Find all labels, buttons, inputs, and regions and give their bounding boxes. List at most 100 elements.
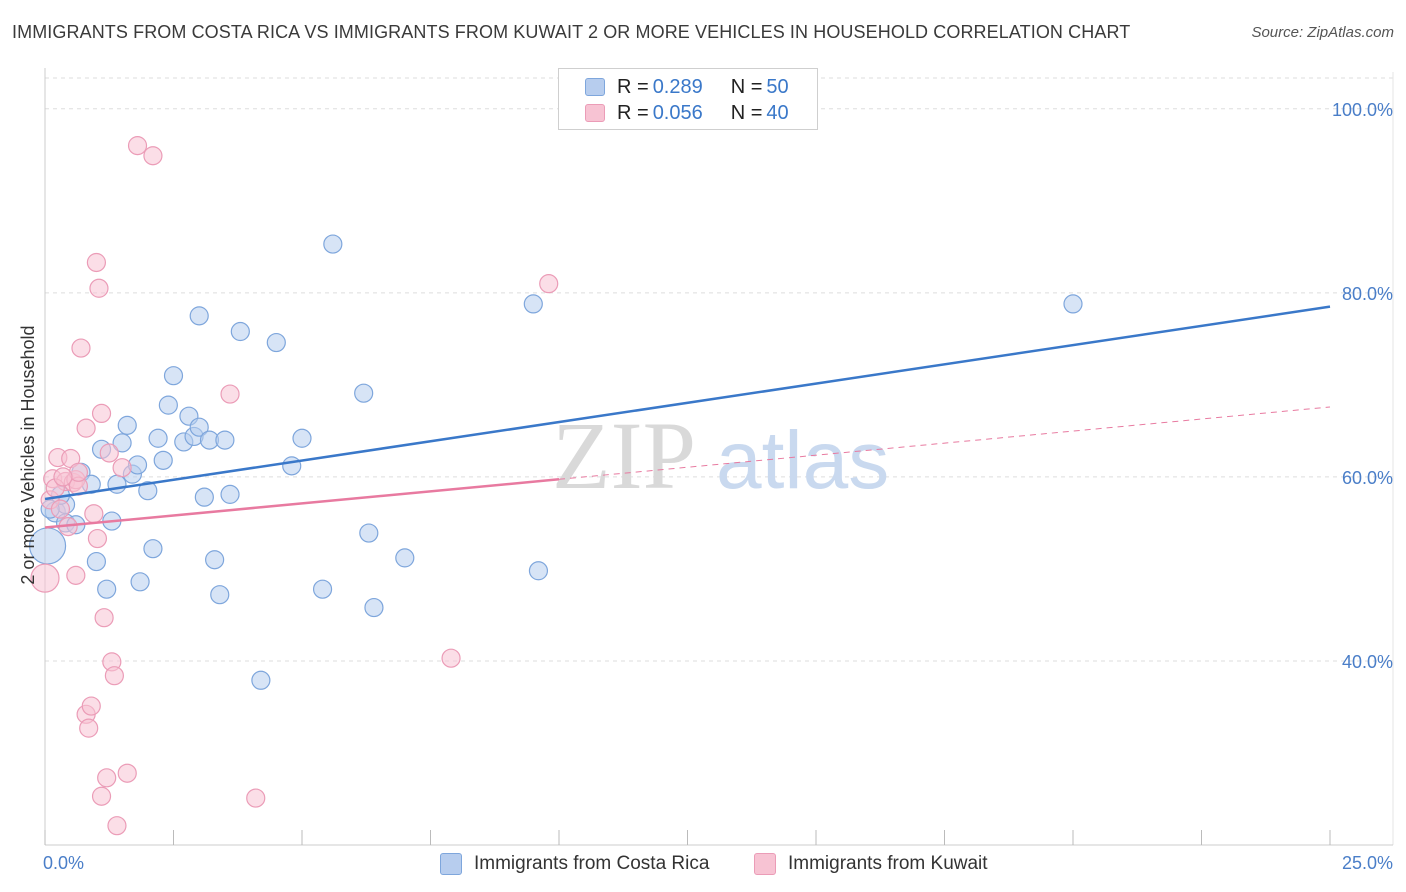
kuwait-point [91, 403, 112, 424]
costa-rica-point [528, 561, 549, 581]
kuwait-point [71, 338, 91, 358]
costa-rica-point [312, 579, 333, 599]
costa-rica-point [117, 415, 137, 435]
kuwait-point [107, 816, 127, 836]
legend-r-label: R = [617, 75, 649, 98]
costa-rica-point [359, 523, 379, 543]
watermark: ZIP atlas [552, 402, 889, 509]
costa-rica-point [266, 332, 286, 353]
y-tick-label: 100.0% [1332, 100, 1393, 120]
legend-n-label: N = [730, 75, 763, 98]
costa-rica-point [215, 430, 235, 450]
costa-rica-point [282, 456, 302, 476]
watermark-zip: ZIP [552, 402, 696, 509]
costa-rica-point [251, 670, 271, 690]
data-points [28, 136, 1083, 836]
series-swatch-pink [754, 853, 776, 875]
costa-rica-point [158, 395, 178, 415]
costa-rica-point [230, 321, 250, 342]
x-tick-label: 0.0% [43, 853, 84, 873]
kuwait-point [91, 786, 112, 806]
correlation-legend: R = 0.289 N = 50 R = 0.056 N = 40 [558, 68, 818, 130]
legend-r-value: 0.289 [652, 75, 703, 98]
kuwait-point [66, 565, 86, 585]
tick-labels: 40.0% 60.0% 80.0% 100.0% 0.0% 25.0% [43, 100, 1393, 873]
series-label: Immigrants from Kuwait [788, 853, 988, 874]
y-tick-label: 40.0% [1342, 652, 1393, 672]
y-tick-label: 80.0% [1342, 284, 1393, 304]
grid-lines [45, 72, 1394, 845]
costa-rica-point [107, 474, 127, 494]
legend-swatch-pink [585, 104, 605, 122]
costa-rica-point [194, 487, 214, 507]
costa-rica-point [364, 597, 384, 618]
watermark-atlas: atlas [716, 415, 889, 506]
costa-rica-point [130, 572, 150, 592]
kuwait-point [53, 467, 73, 487]
kuwait-point [79, 718, 99, 738]
kuwait-point [143, 146, 163, 166]
costa-rica-point [210, 585, 230, 605]
kuwait-point [89, 278, 109, 298]
costa-rica-point [354, 383, 374, 403]
kuwait-point [246, 788, 266, 808]
costa-rica-point [189, 306, 209, 326]
kuwait-point [50, 499, 71, 519]
series-label: Immigrants from Costa Rica [474, 853, 710, 874]
legend-swatch-blue [585, 78, 605, 96]
legend-row-kuwait: R = 0.056 N = 40 [585, 101, 789, 125]
kuwait-point [84, 504, 104, 524]
kuwait-point [86, 252, 107, 273]
costa-rica-point [148, 428, 168, 448]
costa-rica-point [86, 551, 107, 572]
kuwait-point [76, 418, 96, 438]
costa-rica-point [292, 428, 312, 448]
legend-n-value: 50 [766, 75, 789, 98]
costa-rica-point [143, 539, 163, 559]
source-label: Source: ZipAtlas.com [1251, 24, 1394, 41]
series-swatch-blue [440, 853, 462, 875]
kuwait-point [112, 458, 132, 478]
kuwait-point [99, 443, 119, 463]
costa-rica-point [163, 366, 184, 386]
costa-rica-point [153, 450, 173, 470]
kuwait-point [117, 763, 137, 783]
costa-rica-point [189, 417, 209, 437]
costa-rica-point [97, 579, 117, 599]
kuwait-point [87, 528, 108, 549]
costa-rica-trend-line [44, 305, 1331, 501]
legend-n-value: 40 [766, 101, 789, 124]
kuwait-point [94, 608, 114, 628]
series-legend-kuwait: Immigrants from Kuwait [754, 851, 988, 877]
costa-rica-point [220, 484, 240, 504]
chart-title: IMMIGRANTS FROM COSTA RICA VS IMMIGRANTS… [12, 22, 1131, 42]
costa-rica-point [112, 433, 132, 453]
y-tick-label: 60.0% [1342, 468, 1393, 488]
costa-rica-point [1063, 294, 1083, 314]
series-legend-costa-rica: Immigrants from Costa Rica [440, 851, 709, 877]
kuwait-point [81, 696, 101, 716]
legend-n-label: N = [730, 101, 763, 124]
kuwait-trend-extension [558, 406, 1331, 480]
costa-rica-point [205, 550, 225, 570]
trend-lines [44, 305, 1331, 529]
costa-rica-point [523, 294, 543, 314]
kuwait-point [127, 136, 148, 156]
axes [44, 68, 1393, 846]
legend-r-label: R = [617, 101, 649, 124]
kuwait-point [441, 648, 461, 668]
costa-rica-point [138, 481, 158, 501]
legend-row-costa-rica: R = 0.289 N = 50 [585, 75, 789, 99]
kuwait-point [97, 768, 117, 788]
kuwait-trend-line [44, 478, 560, 529]
costa-rica-point [323, 234, 343, 254]
costa-rica-point [395, 548, 415, 568]
kuwait-point [220, 384, 240, 404]
y-axis-label: 2 or more Vehicles in Household [18, 325, 38, 584]
kuwait-point [539, 274, 559, 294]
legend-r-value: 0.056 [652, 101, 703, 124]
kuwait-point [104, 666, 124, 686]
x-tick-label: 25.0% [1342, 853, 1393, 873]
kuwait-point [30, 563, 60, 593]
